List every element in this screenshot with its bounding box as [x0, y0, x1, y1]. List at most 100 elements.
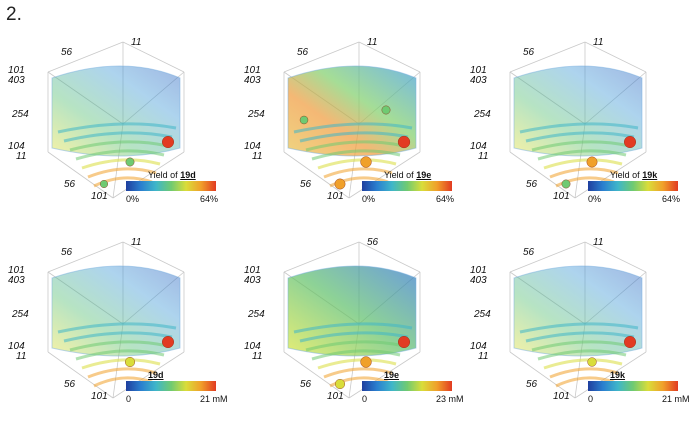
colorbar: [588, 181, 678, 191]
colorbar-max-label: 64%: [200, 194, 219, 204]
axis-tick-label: 101: [244, 265, 261, 276]
surface-slice: [329, 376, 389, 388]
surface-slice: [317, 158, 397, 170]
axis-tick-label: 101: [327, 391, 344, 402]
surface-slice: [87, 367, 157, 379]
figure-label: 2.: [6, 4, 22, 25]
axis-tick-label: 104: [470, 341, 487, 352]
axis-tick-label: 56: [523, 247, 535, 258]
colorbar-title: 19e: [384, 370, 399, 380]
axis-tick-label: 101: [327, 191, 344, 202]
axis-tick-label: 101: [8, 65, 25, 76]
surface-slice: [93, 176, 153, 188]
surface-slice: [293, 122, 413, 134]
colorbar-max-label: 21 mM: [662, 394, 690, 404]
cube-edge: [348, 351, 421, 399]
surface-slice: [75, 349, 165, 361]
cube-edge: [283, 241, 360, 273]
data-sphere: [360, 356, 372, 368]
data-sphere: [334, 378, 345, 389]
cube-edge: [574, 351, 647, 399]
axis-tick-label: 56: [64, 179, 76, 190]
axis-tick-label: 56: [300, 179, 312, 190]
colorbar-min-label: 0: [126, 394, 132, 404]
axis-tick-label: 56: [61, 47, 73, 58]
surface-slice: [87, 167, 157, 179]
axis-tick-label: 104: [244, 341, 261, 352]
colorbar: [362, 381, 452, 391]
colorbar-min-label: 0%: [362, 194, 376, 204]
surface-slice: [305, 140, 405, 152]
axis-tick-label: 101: [8, 265, 25, 276]
colorbar-title: 19d: [148, 370, 164, 380]
axis-tick-label: 56: [523, 47, 535, 58]
axis-tick-label: 403: [244, 75, 261, 86]
cube-3d-plot: [509, 41, 647, 199]
cube-edge: [584, 41, 647, 73]
cube-edge: [122, 241, 185, 273]
axis-tick-label: 11: [478, 151, 489, 162]
colorbar-min-label: 0: [588, 394, 594, 404]
surface-slice: [57, 322, 177, 334]
data-sphere: [623, 335, 636, 348]
surface-slice: [555, 176, 615, 188]
cube-edge: [509, 151, 576, 199]
data-sphere: [161, 335, 174, 348]
data-sphere: [99, 179, 108, 188]
axis-tick-label: 254: [474, 309, 491, 320]
cube-3d-plot: [47, 241, 185, 399]
data-sphere: [586, 156, 598, 168]
data-sphere: [125, 157, 135, 167]
colorbar-max-label: 23 mM: [436, 394, 464, 404]
axis-tick-label: 11: [131, 37, 142, 48]
compound-label: 19d: [148, 370, 164, 380]
colorbar-max-label: 21 mM: [200, 394, 228, 404]
axis-tick-label: 101: [91, 391, 108, 402]
surface-slice: [311, 149, 401, 161]
colorbar: [126, 181, 216, 191]
surface-slice: [93, 376, 153, 388]
surface-slice: [69, 340, 169, 352]
surface-slice: [549, 167, 619, 179]
data-sphere: [561, 179, 571, 189]
axis-tick-label: 104: [470, 141, 487, 152]
data-sphere: [381, 105, 391, 115]
axis-tick-label: 403: [470, 75, 487, 86]
axis-tick-label: 56: [367, 237, 379, 248]
data-sphere: [334, 178, 346, 190]
data-sphere: [124, 356, 135, 367]
surface-slice: [531, 140, 631, 152]
surface-slice: [293, 322, 413, 334]
surface-slice: [543, 158, 623, 170]
axis-tick-label: 56: [61, 247, 73, 258]
surface-slice: [317, 358, 397, 370]
cube-edge: [47, 241, 124, 273]
axis-tick-label: 11: [593, 237, 604, 248]
axis-tick-label: 254: [12, 309, 29, 320]
axis-tick-label: 56: [300, 379, 312, 390]
data-sphere: [360, 156, 372, 168]
axis-tick-label: 101: [553, 191, 570, 202]
axis-tick-label: 11: [367, 37, 378, 48]
colorbar-min-label: 0%: [588, 194, 602, 204]
cube-edge: [509, 351, 576, 399]
cube-edge: [47, 41, 124, 73]
data-sphere: [587, 357, 597, 367]
colorbar-title-prefix: Yield of: [610, 170, 643, 180]
surface-plot-panel: 11 56 101 403 254 104 11 56 101 Yield of 19k 0% 64%: [470, 34, 700, 244]
axis-tick-label: 56: [526, 379, 538, 390]
axis-tick-label: 254: [248, 309, 265, 320]
surface-plot-panel: 11 56 101 403 254 104 11 56 101 Yield of 19e 0% 64%: [244, 34, 476, 244]
cube-edge: [358, 241, 421, 273]
cube-edge: [112, 351, 185, 399]
colorbar-title: 19k: [610, 370, 625, 380]
axis-tick-label: 11: [131, 237, 142, 248]
surface-slice: [543, 358, 623, 370]
colorbar: [362, 181, 452, 191]
axis-tick-label: 11: [252, 151, 263, 162]
cube-edge: [348, 151, 421, 199]
surface-slice: [57, 122, 177, 134]
colorbar-title: Yield of 19e: [384, 170, 431, 180]
cube-edge: [509, 41, 586, 73]
surface-slice: [81, 358, 161, 370]
